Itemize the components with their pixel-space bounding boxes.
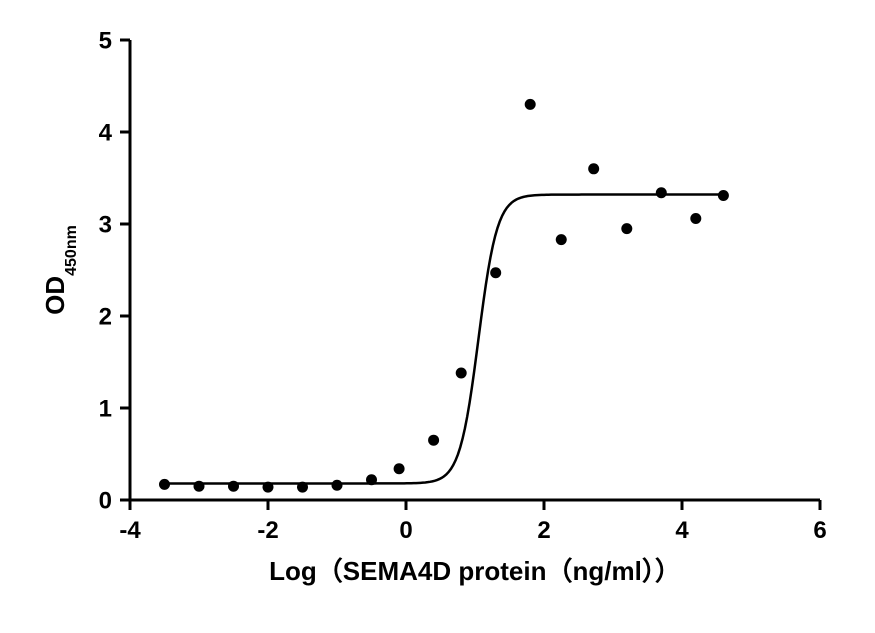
x-tick-label: 2 bbox=[537, 517, 550, 544]
dose-response-chart: -4 -2 0 2 4 6 0 1 2 3 4 5 Log（SEMA4D protein（ng/ml））… bbox=[0, 0, 875, 633]
x-tick-label: 6 bbox=[813, 517, 826, 544]
data-point bbox=[366, 474, 377, 485]
data-point bbox=[194, 481, 205, 492]
fit-curve bbox=[165, 195, 724, 484]
data-point bbox=[332, 480, 343, 491]
x-tick-label: 0 bbox=[399, 517, 412, 544]
data-point bbox=[159, 479, 170, 490]
y-axis-label: OD450nm bbox=[40, 225, 80, 315]
y-tick-label: 2 bbox=[99, 303, 112, 330]
x-tick-label: -4 bbox=[119, 517, 141, 544]
data-point bbox=[263, 482, 274, 493]
axes: -4 -2 0 2 4 6 0 1 2 3 4 5 Log（SEMA4D protein（ng/ml））… bbox=[40, 27, 827, 586]
x-axis-label: Log（SEMA4D protein（ng/ml）） bbox=[269, 556, 681, 586]
data-point bbox=[456, 368, 467, 379]
scatter-points bbox=[159, 99, 729, 493]
y-tick-label: 3 bbox=[99, 211, 112, 238]
y-tick-label: 1 bbox=[99, 395, 112, 422]
data-point bbox=[394, 463, 405, 474]
y-tick-label: 0 bbox=[99, 487, 112, 514]
data-point bbox=[690, 213, 701, 224]
data-point bbox=[490, 267, 501, 278]
y-tick-label: 4 bbox=[99, 119, 113, 146]
data-point bbox=[718, 190, 729, 201]
data-point bbox=[556, 234, 567, 245]
x-tick-label: 4 bbox=[675, 517, 689, 544]
data-point bbox=[228, 481, 239, 492]
data-point bbox=[621, 223, 632, 234]
data-point bbox=[428, 435, 439, 446]
chart-container: -4 -2 0 2 4 6 0 1 2 3 4 5 Log（SEMA4D protein（ng/ml））… bbox=[0, 0, 875, 633]
data-point bbox=[656, 187, 667, 198]
data-point bbox=[525, 99, 536, 110]
data-point bbox=[588, 163, 599, 174]
y-tick-label: 5 bbox=[99, 27, 112, 54]
x-tick-label: -2 bbox=[257, 517, 278, 544]
data-point bbox=[297, 482, 308, 493]
